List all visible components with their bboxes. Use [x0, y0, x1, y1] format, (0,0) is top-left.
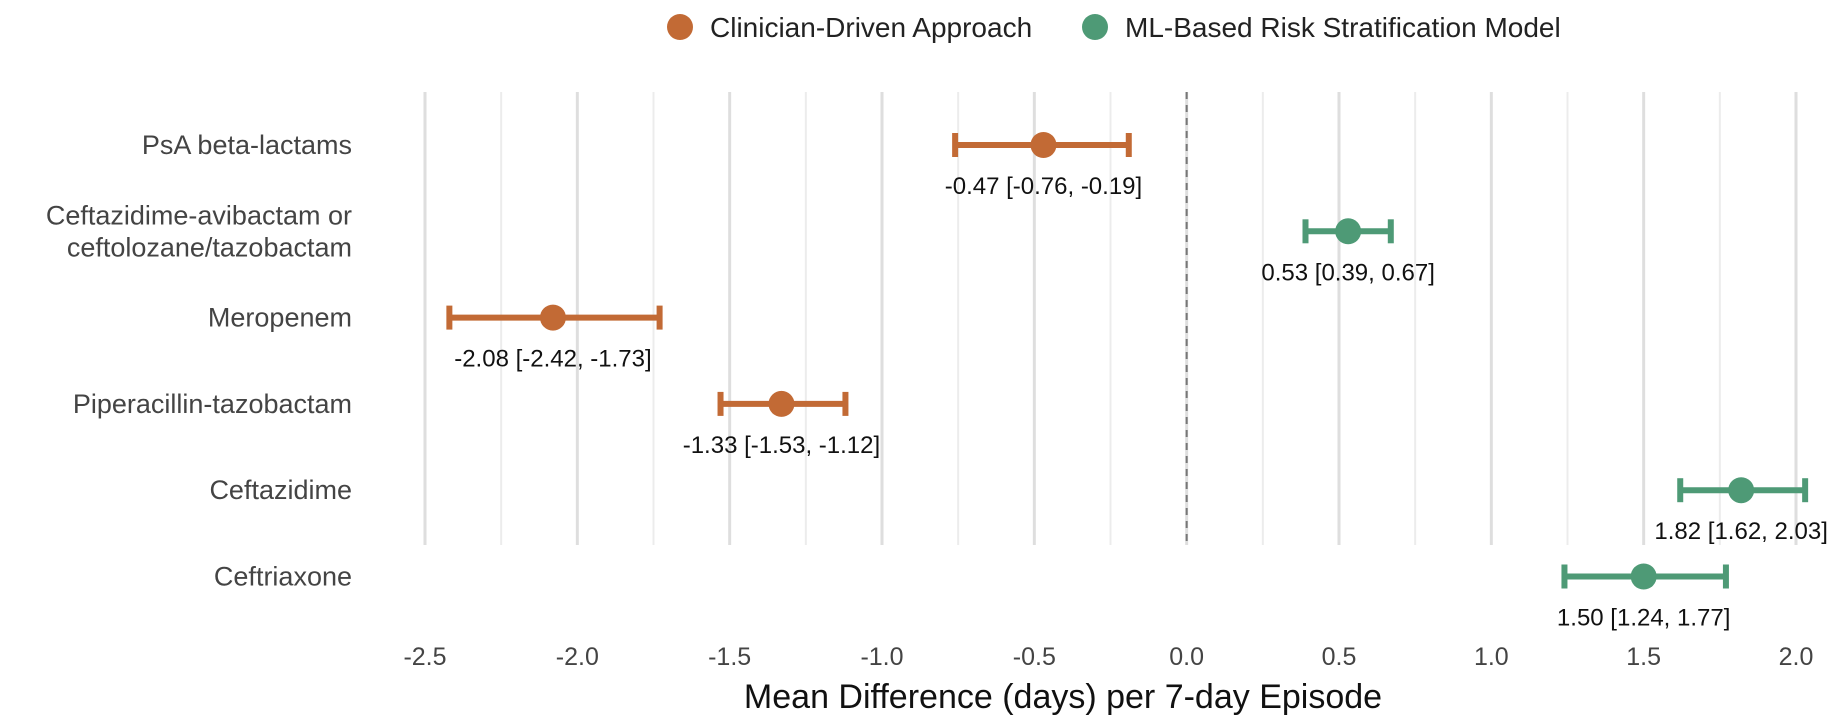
x-tick-label: -0.5 — [1013, 643, 1056, 671]
estimate-point — [768, 390, 795, 417]
legend-key — [1082, 14, 1108, 40]
x-tick-label: 1.5 — [1626, 643, 1661, 671]
estimate-label: -0.47 [-0.76, -0.19] — [945, 173, 1142, 200]
x-tick-label: 0.0 — [1169, 643, 1204, 671]
x-axis-title: Mean Difference (days) per 7-day Episode — [744, 678, 1382, 716]
x-tick-label: 0.5 — [1322, 643, 1357, 671]
legend-label: Clinician-Driven Approach — [710, 12, 1032, 43]
x-tick-label: -2.0 — [556, 643, 599, 671]
estimate-label: 1.50 [1.24, 1.77] — [1557, 605, 1730, 632]
x-tick-label: -1.0 — [860, 643, 903, 671]
estimate-point — [1630, 563, 1657, 590]
x-tick-label: 2.0 — [1779, 643, 1814, 671]
estimate-label: 0.53 [0.39, 0.67] — [1261, 259, 1434, 286]
x-tick-label: -1.5 — [708, 643, 751, 671]
category-label: Ceftazidime-avibactam or — [46, 200, 352, 230]
estimate-point — [1728, 477, 1755, 504]
estimate-point — [1030, 132, 1057, 158]
estimate-point — [1335, 218, 1362, 245]
estimate-label: -2.08 [-2.42, -1.73] — [454, 346, 651, 373]
category-label: PsA beta-lactams — [142, 130, 352, 160]
estimate-point — [539, 304, 566, 331]
legend-key — [667, 14, 693, 40]
category-label: Meropenem — [208, 303, 352, 333]
category-label: Ceftriaxone — [214, 562, 352, 592]
x-tick-label: 1.0 — [1474, 643, 1509, 671]
estimate-label: -1.33 [-1.53, -1.12] — [683, 432, 880, 459]
estimate-label: 1.82 [1.62, 2.03] — [1654, 518, 1827, 545]
category-label: Ceftazidime — [209, 475, 352, 505]
legend-label: ML-Based Risk Stratification Model — [1125, 12, 1561, 43]
category-label: Piperacillin-tazobactam — [73, 389, 352, 419]
x-tick-label: -2.5 — [403, 643, 446, 671]
category-label: ceftolozane/tazobactam — [67, 232, 352, 262]
